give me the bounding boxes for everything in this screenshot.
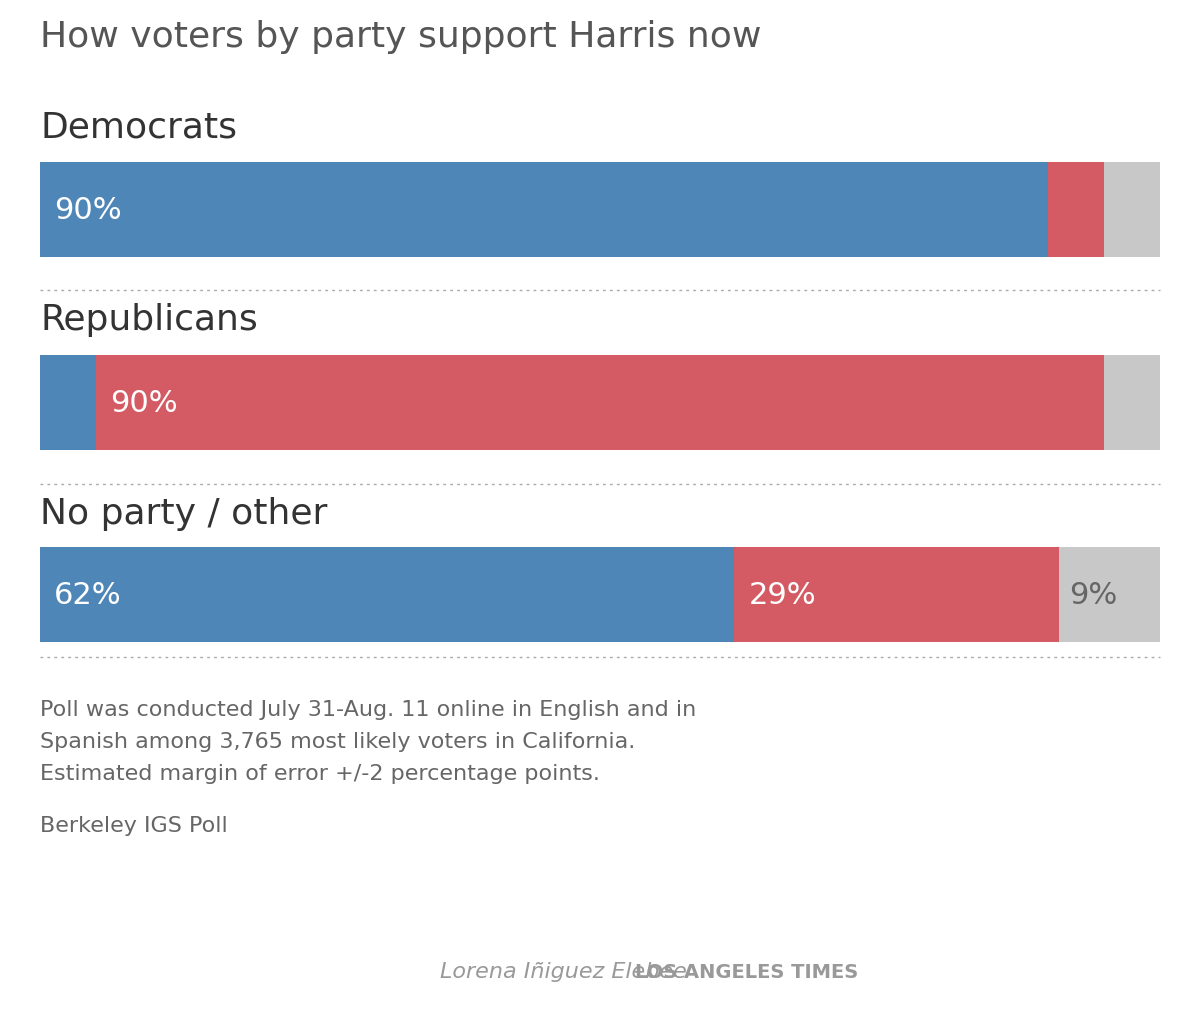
Text: Poll was conducted July 31-Aug. 11 online in English and in: Poll was conducted July 31-Aug. 11 onlin… <box>40 700 696 719</box>
Text: Estimated margin of error +/-2 percentage points.: Estimated margin of error +/-2 percentag… <box>40 763 600 784</box>
Bar <box>1104 163 1160 258</box>
Text: Democrats: Democrats <box>40 110 238 144</box>
Text: Lorena Iñiguez Elebee: Lorena Iñiguez Elebee <box>440 961 701 981</box>
Text: 9%: 9% <box>1069 580 1117 610</box>
Bar <box>1060 548 1160 642</box>
Bar <box>96 356 1104 451</box>
Bar <box>1048 163 1104 258</box>
Bar <box>40 548 734 642</box>
Text: 62%: 62% <box>54 580 121 610</box>
Text: 29%: 29% <box>749 580 816 610</box>
Text: 90%: 90% <box>110 388 178 418</box>
Bar <box>40 356 96 451</box>
Bar <box>40 163 1048 258</box>
Text: Republicans: Republicans <box>40 302 258 337</box>
Text: LOS ANGELES TIMES: LOS ANGELES TIMES <box>635 962 858 981</box>
Text: Berkeley IGS Poll: Berkeley IGS Poll <box>40 815 228 835</box>
Text: How voters by party support Harris now: How voters by party support Harris now <box>40 20 761 54</box>
Text: 90%: 90% <box>54 196 121 224</box>
Text: No party / other: No party / other <box>40 496 328 531</box>
Bar <box>1104 356 1160 451</box>
Text: Spanish among 3,765 most likely voters in California.: Spanish among 3,765 most likely voters i… <box>40 731 635 751</box>
Bar <box>734 548 1060 642</box>
